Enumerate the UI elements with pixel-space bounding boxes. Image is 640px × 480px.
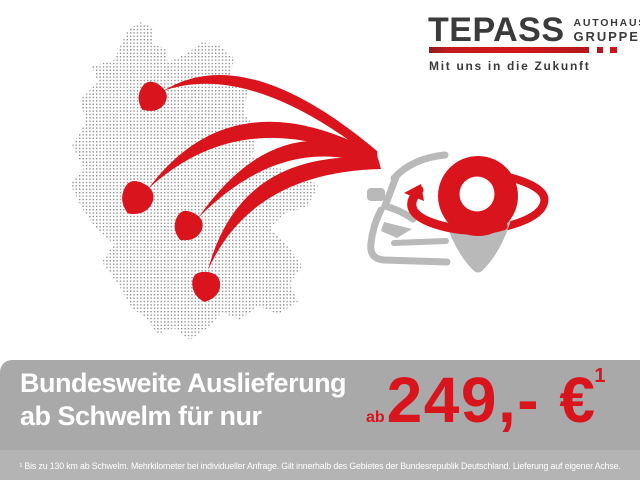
car-hood-line — [381, 202, 417, 223]
pin-orbit-back — [496, 171, 549, 231]
car-windshield-line — [381, 173, 400, 210]
location-pin-icon — [404, 156, 549, 273]
car-roof-line — [390, 151, 449, 182]
offer-banner: Bundesweite Auslieferung ab Schwelm für … — [0, 360, 640, 480]
logo-red-bar — [429, 47, 589, 53]
car-bumper-slot — [391, 238, 449, 246]
car-headlight — [381, 222, 412, 238]
pin-hole — [459, 176, 495, 212]
pin-orbit-arrow-tip — [404, 184, 424, 201]
route-arrow — [163, 74, 378, 162]
logo-red-square — [610, 47, 617, 53]
brand-name: TEPASS — [428, 11, 565, 49]
car-body-line — [367, 206, 451, 266]
route-arrow — [148, 121, 379, 189]
offer-headline: Bundesweite Auslieferung ab Schwelm für … — [20, 367, 347, 433]
brand-group-line1: AUTOHAUS — [573, 17, 640, 29]
route-arrow — [198, 140, 380, 218]
route-arrows — [114, 74, 381, 304]
logo-tagline: Mit uns in die Zukunft — [429, 59, 591, 73]
logo-red-square — [597, 47, 603, 53]
delivery-illustration — [70, 22, 549, 340]
delivery-car-icon — [367, 151, 451, 266]
offer-headline-line1: Bundesweite Auslieferung — [20, 368, 347, 398]
price-footnote-marker: 1 — [594, 365, 606, 387]
map-dot-fill — [70, 22, 318, 340]
logo-underline-bar — [429, 47, 627, 54]
offer-headline-line2: ab Schwelm für nur — [20, 401, 262, 431]
brand-group-name: AUTOHAUS GRUPPE — [573, 17, 640, 44]
brand-logo: TEPASS AUTOHAUS GRUPPE Mit uns in die Zu… — [428, 11, 640, 73]
price-value: 249,- € — [386, 364, 597, 436]
brand-group-line2: GRUPPE — [573, 29, 640, 44]
price-prefix: ab — [366, 409, 385, 426]
pin-orbit-front — [407, 185, 508, 235]
banner-footer-strip — [0, 450, 640, 480]
offer-price: ab 249,- € 1 — [366, 364, 608, 436]
fine-print: ¹ Bis zu 130 km ab Schwelm. Mehrkilomete… — [19, 461, 621, 471]
car-mirror — [367, 188, 385, 201]
route-arrow — [208, 157, 381, 270]
germany-map-icon — [70, 22, 318, 340]
